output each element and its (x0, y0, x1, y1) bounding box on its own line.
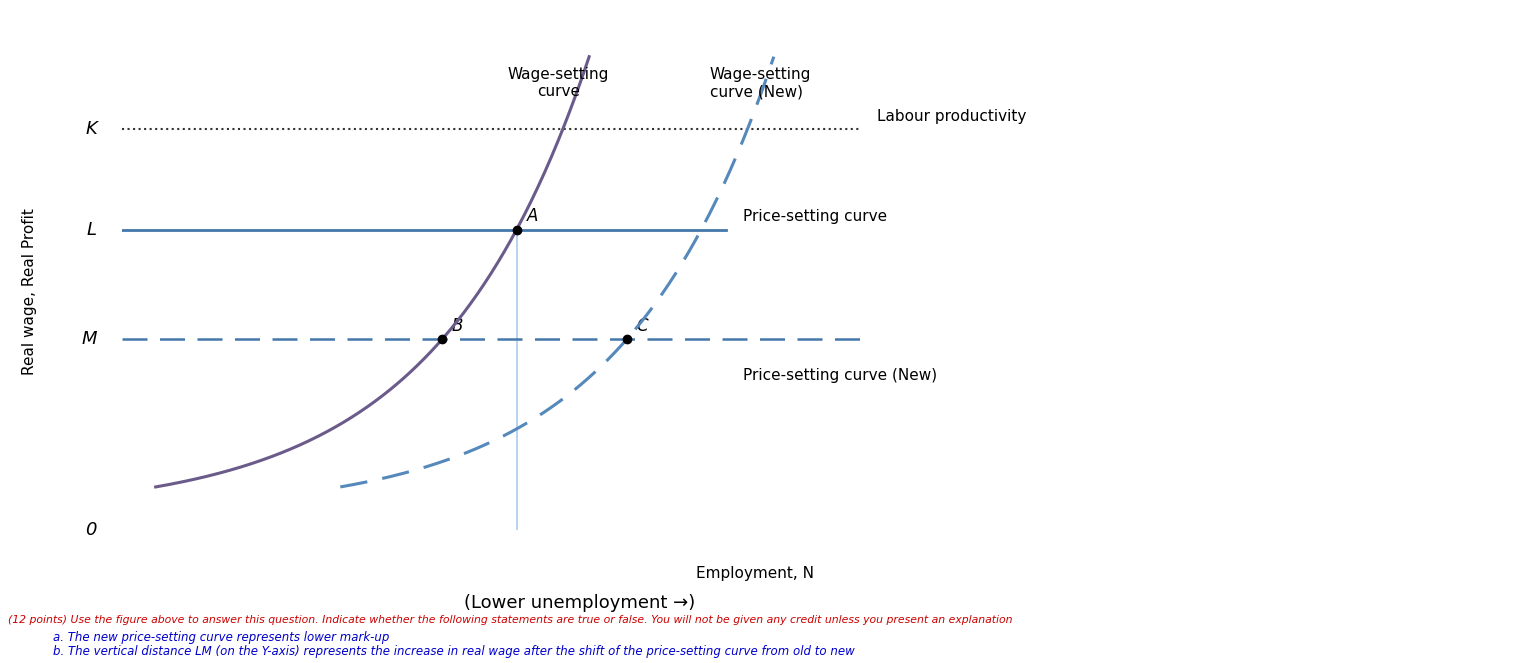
Text: Wage-setting
curve: Wage-setting curve (508, 67, 609, 99)
Text: Price-setting curve (New): Price-setting curve (New) (743, 369, 937, 383)
Text: Employment, N: Employment, N (696, 566, 815, 581)
Text: (12 points) Use the figure above to answer this question. Indicate whether the f: (12 points) Use the figure above to answ… (8, 615, 1012, 625)
Text: Wage-setting
curve (New): Wage-setting curve (New) (710, 67, 810, 99)
Text: B: B (452, 317, 464, 335)
Text: b. The vertical distance LM (on the Y-axis) represents the increase in real wage: b. The vertical distance LM (on the Y-ax… (53, 644, 855, 658)
Text: Price-setting curve: Price-setting curve (743, 209, 887, 224)
Text: A: A (526, 207, 539, 225)
Text: C: C (636, 317, 649, 335)
Text: L: L (87, 221, 98, 239)
Text: Real wage, Real Profit: Real wage, Real Profit (23, 208, 37, 375)
Text: (Lower unemployment →): (Lower unemployment →) (464, 594, 696, 613)
Text: Labour productivity: Labour productivity (877, 109, 1027, 124)
Text: 0: 0 (85, 521, 98, 540)
Text: M: M (81, 330, 98, 349)
Text: a. The new price-setting curve represents lower mark-up: a. The new price-setting curve represent… (53, 631, 389, 644)
Text: K: K (85, 121, 98, 139)
